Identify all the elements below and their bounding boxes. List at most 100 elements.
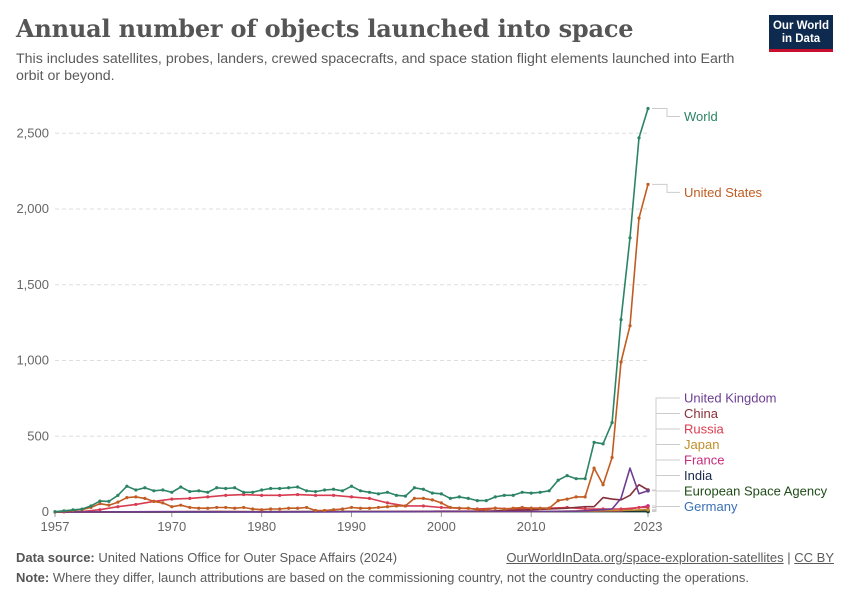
data-point (340, 507, 345, 511)
license-link[interactable]: CC BY (794, 550, 834, 565)
data-point (538, 490, 542, 494)
data-point (421, 504, 425, 508)
data-point (547, 489, 551, 493)
note-label: Note: (16, 570, 50, 585)
series-line (54, 467, 649, 513)
data-point (331, 493, 336, 497)
data-point (287, 506, 291, 510)
data-point (260, 493, 264, 497)
owid-logo[interactable]: Our World in Data (769, 15, 833, 52)
data-point (116, 505, 120, 509)
data-point (637, 216, 641, 220)
data-point (278, 486, 282, 491)
data-point (295, 492, 300, 497)
data-point (62, 509, 66, 513)
data-point (188, 489, 192, 494)
data-point (71, 508, 75, 512)
series-line (54, 184, 649, 513)
data-point (583, 495, 587, 499)
data-point (358, 489, 363, 493)
data-point (349, 484, 354, 488)
data-point (107, 503, 111, 507)
data-point (565, 474, 569, 478)
data-point (538, 506, 542, 510)
data-point (385, 490, 390, 494)
data-point (143, 496, 147, 500)
data-point (322, 488, 327, 492)
data-point (412, 496, 416, 500)
data-point (152, 499, 156, 503)
logo-line-1: Our World (772, 20, 829, 32)
data-point (260, 488, 264, 492)
data-point (394, 493, 399, 497)
data-point (385, 501, 390, 505)
data-point (278, 493, 282, 497)
data-point (367, 496, 372, 500)
data-point (619, 318, 623, 322)
data-point (224, 493, 228, 497)
series-label: India (684, 468, 713, 483)
line-chart: 0 500 1,000 1,500 2,000 2,500 1957 1970 1980 199… (16, 106, 828, 534)
data-point (331, 508, 336, 512)
y-tick-label: 1,500 (16, 277, 49, 292)
data-point (242, 490, 246, 494)
data-point (269, 507, 273, 511)
data-point (466, 506, 470, 510)
data-point (206, 495, 210, 499)
data-point (601, 442, 605, 446)
data-point (197, 489, 201, 493)
data-point (430, 498, 434, 502)
data-point (502, 507, 506, 511)
data-point (116, 493, 120, 497)
data-point (646, 507, 650, 512)
data-point (304, 489, 309, 493)
logo-line-2: in Data (781, 32, 821, 45)
x-tick-label: 1980 (247, 519, 276, 534)
data-point (125, 484, 129, 488)
data-point (457, 506, 461, 510)
data-point (251, 490, 255, 494)
data-point (125, 496, 129, 500)
data-point (385, 505, 390, 509)
series-labels: World United States United KingdomChinaRus… (652, 107, 828, 514)
data-point (80, 507, 84, 511)
data-point (646, 106, 650, 111)
source-url-link[interactable]: OurWorldInData.org/space-exploration-sat… (506, 550, 784, 565)
data-point (376, 505, 381, 510)
x-tick-label: 1957 (41, 519, 70, 534)
series-label: France (684, 453, 724, 468)
source-label: Data source: (16, 550, 95, 565)
data-point (412, 486, 416, 490)
data-point (349, 505, 354, 510)
y-tick-label: 0 (42, 504, 49, 519)
chart-subtitle: This includes satellites, probes, lander… (16, 51, 735, 84)
data-point (260, 508, 264, 512)
data-point (475, 508, 479, 512)
data-point (295, 485, 300, 489)
data-point (116, 500, 120, 504)
data-point (242, 505, 246, 510)
data-point (637, 505, 641, 510)
data-point (529, 506, 533, 510)
data-point (322, 508, 327, 513)
series-line (54, 108, 649, 513)
credits-separator: | (787, 550, 791, 565)
data-point (475, 499, 479, 503)
data-point (107, 499, 111, 503)
data-source: Data source: United Nations Office for O… (16, 550, 397, 565)
data-point (98, 502, 102, 506)
data-point (520, 505, 524, 510)
data-point (619, 507, 623, 511)
data-point (98, 499, 102, 503)
source-text: United Nations Office for Outer Space Af… (98, 550, 398, 565)
data-point (448, 505, 452, 510)
data-point (610, 455, 614, 460)
series-label: China (684, 406, 719, 421)
data-point (53, 510, 57, 514)
chart-title: Annual number of objects launched into s… (16, 14, 634, 43)
data-point (511, 493, 515, 497)
data-point (628, 236, 632, 240)
data-point (152, 489, 156, 493)
data-point (610, 421, 614, 425)
data-point (233, 506, 237, 510)
